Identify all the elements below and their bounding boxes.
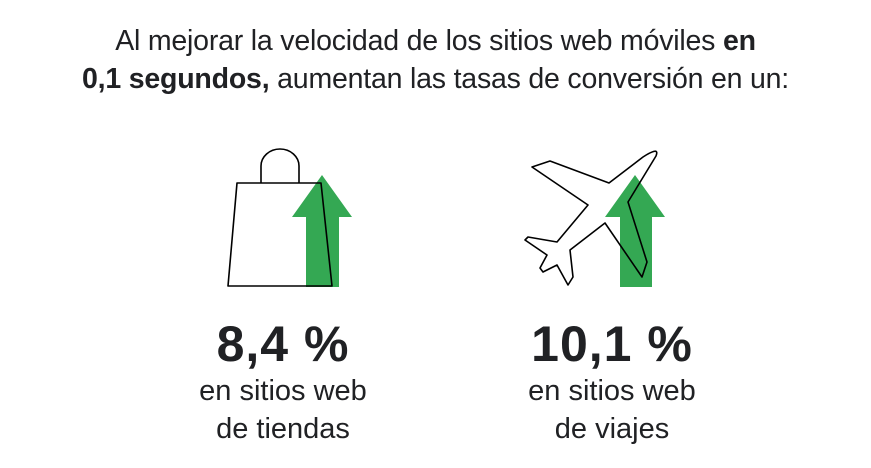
headline-text-2: aumentan las tasas de conversión en un: [269,63,790,95]
headline-bold-time: 0,1 segundos, [81,63,270,95]
headline-bold: en [722,25,756,57]
airplane-up-arrow-icon [524,150,665,287]
stat-label-line1: en sitios web [199,375,367,407]
up-arrow-icon [605,175,665,287]
stat-value: 8,4 % [216,316,350,372]
stat-label-line2: de viajes [554,413,670,445]
headline: Al mejorar la velocidad de los sitios we… [0,22,871,98]
shopping-bag-icon [227,148,333,287]
stat-label-line1: en sitios web [528,375,696,407]
stat-stores: 8,4 % en sitios web de tiendas [133,316,433,448]
headline-text: Al mejorar la velocidad de los sitios we… [115,25,723,57]
shopping-bag-up-arrow-icon [227,148,352,287]
airplane-icon [524,150,658,286]
up-arrow-icon [292,175,352,287]
stat-value: 10,1 % [531,316,693,372]
stat-travel: 10,1 % en sitios web de viajes [462,316,762,448]
stat-label-line2: de tiendas [216,413,350,445]
